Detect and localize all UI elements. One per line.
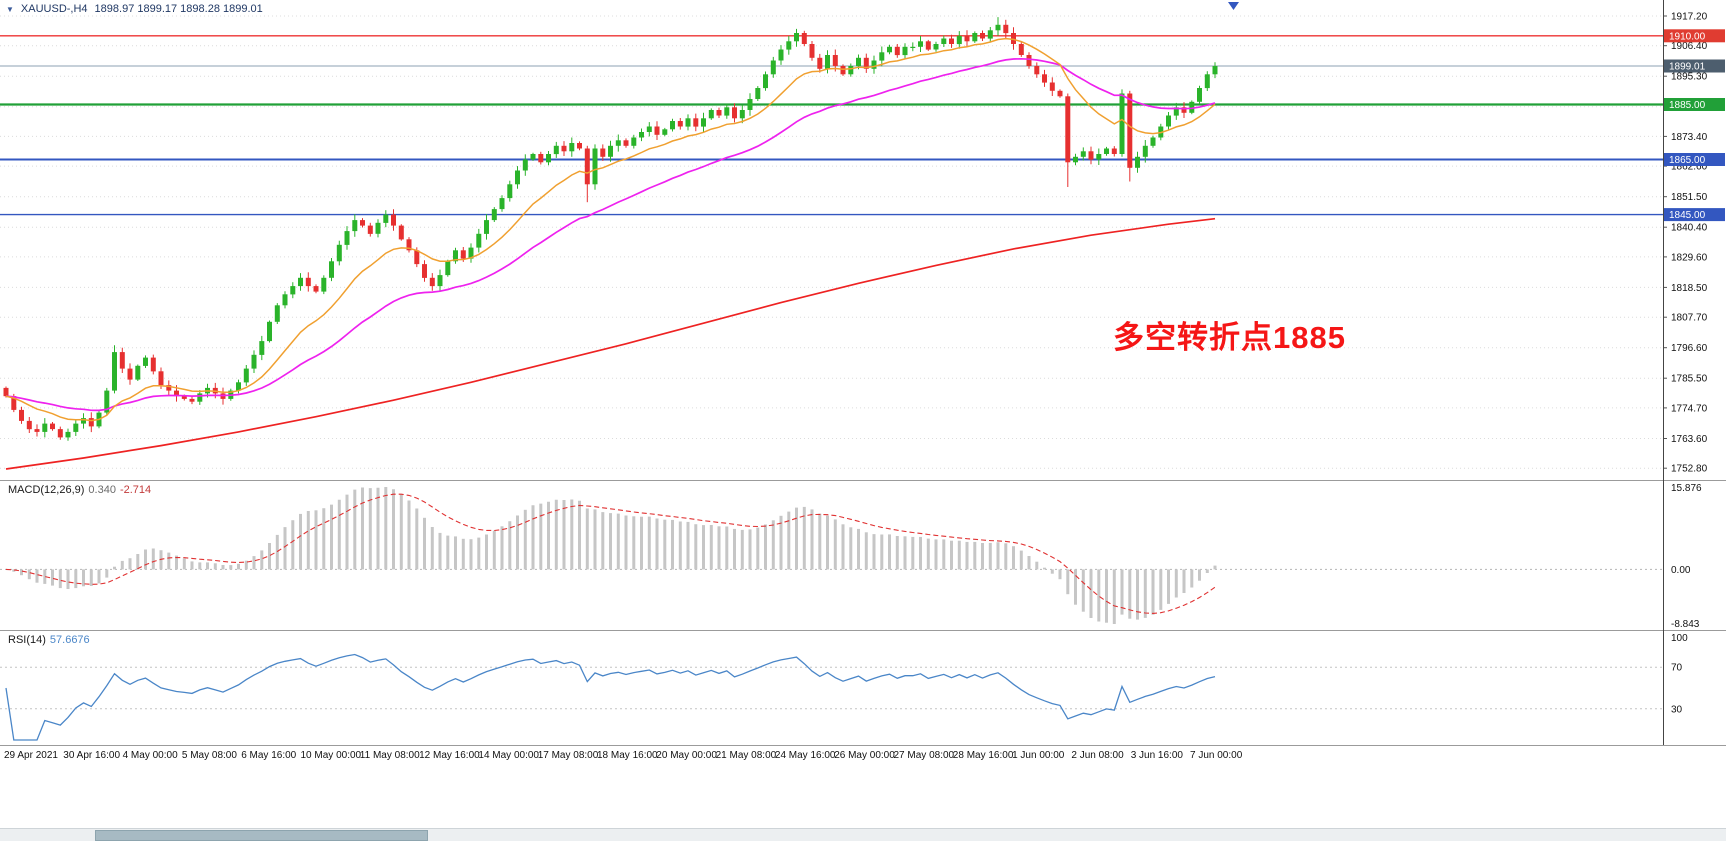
svg-text:5 May 08:00: 5 May 08:00 [182, 750, 237, 761]
svg-text:1865.00: 1865.00 [1669, 155, 1706, 166]
svg-text:1752.80: 1752.80 [1671, 464, 1708, 475]
svg-text:1917.20: 1917.20 [1671, 12, 1708, 23]
svg-text:1785.50: 1785.50 [1671, 374, 1708, 385]
svg-text:1910.00: 1910.00 [1669, 31, 1706, 42]
price-axis-labels: 1917.201906.401895.301884.201873.401862.… [1663, 12, 1708, 475]
macd-value-main: 0.340 [88, 484, 116, 496]
svg-text:24 May 16:00: 24 May 16:00 [775, 750, 836, 761]
panel-separators [0, 0, 1726, 746]
macd-signal-line [5, 493, 1216, 614]
price-badges: 1910.00 1899.01 1885.00 1865.00 1845.00 [1664, 29, 1725, 222]
rsi-level-lines [0, 666, 1663, 710]
horizontal-level-lines [0, 35, 1663, 216]
horizontal-scrollbar[interactable] [0, 828, 1726, 841]
svg-text:28 May 16:00: 28 May 16:00 [953, 750, 1014, 761]
price-badge-1885.00: 1885.00 [1664, 98, 1725, 111]
svg-text:30 Apr 16:00: 30 Apr 16:00 [63, 750, 120, 761]
svg-text:27 May 08:00: 27 May 08:00 [894, 750, 955, 761]
svg-text:17 May 08:00: 17 May 08:00 [538, 750, 599, 761]
svg-text:14 May 00:00: 14 May 00:00 [478, 750, 539, 761]
svg-text:21 May 08:00: 21 May 08:00 [716, 750, 777, 761]
svg-text:6 May 16:00: 6 May 16:00 [241, 750, 296, 761]
macd-histogram [12, 487, 1217, 624]
rsi-value: 57.6676 [49, 634, 90, 646]
svg-text:1774.70: 1774.70 [1671, 403, 1708, 414]
svg-text:1818.50: 1818.50 [1671, 283, 1708, 294]
svg-text:1851.50: 1851.50 [1671, 192, 1708, 203]
svg-text:12 May 16:00: 12 May 16:00 [419, 750, 480, 761]
svg-text:30: 30 [1671, 704, 1683, 715]
price-badge-1910.00: 1910.00 [1664, 29, 1725, 43]
ma-long-line [5, 217, 1216, 470]
svg-text:100: 100 [1671, 633, 1688, 644]
svg-text:20 May 00:00: 20 May 00:00 [656, 750, 717, 761]
svg-text:10 May 00:00: 10 May 00:00 [301, 750, 362, 761]
svg-text:15.876: 15.876 [1671, 483, 1702, 494]
price-badge-1899.01: 1899.01 [1664, 59, 1725, 73]
macd-name: MACD(12,26,9) [8, 484, 85, 496]
svg-text:3 Jun 16:00: 3 Jun 16:00 [1131, 750, 1184, 761]
svg-text:1899.01: 1899.01 [1669, 62, 1706, 73]
symbol-timeframe-label: XAUUSD-,H4 [20, 3, 88, 15]
svg-text:1845.00: 1845.00 [1669, 210, 1706, 221]
macd-indicator-label: MACD(12,26,9) 0.340 -2.714 [8, 484, 151, 496]
rsi-line [5, 653, 1216, 741]
chart-annotation-text[interactable]: 多空转折点1885 [1113, 320, 1346, 355]
ma-slow-line [5, 57, 1216, 412]
svg-text:1885.00: 1885.00 [1669, 100, 1706, 111]
rsi-indicator-label: RSI(14) 57.6676 [8, 634, 90, 646]
main-gridlines [0, 15, 1663, 469]
svg-text:1906.40: 1906.40 [1671, 41, 1708, 52]
chart-title-overlay: ▼ XAUUSD-,H4 1898.97 1899.17 1898.28 189… [6, 3, 263, 15]
svg-text:1840.40: 1840.40 [1671, 223, 1708, 234]
svg-text:1862.60: 1862.60 [1671, 162, 1708, 173]
svg-text:29 Apr 2021: 29 Apr 2021 [4, 750, 58, 761]
macd-axis-labels: 15.876 0.00 -8.843 [1671, 483, 1702, 630]
svg-text:1829.60: 1829.60 [1671, 252, 1708, 263]
svg-text:70: 70 [1671, 663, 1683, 674]
ohlc-readout: 1898.97 1899.17 1898.28 1899.01 [94, 3, 263, 15]
svg-text:0.00: 0.00 [1671, 565, 1691, 576]
svg-text:18 May 16:00: 18 May 16:00 [597, 750, 658, 761]
svg-text:11 May 08:00: 11 May 08:00 [360, 750, 420, 761]
price-badge-1865.00: 1865.00 [1664, 153, 1725, 166]
svg-text:1807.70: 1807.70 [1671, 313, 1708, 324]
symbol-dropdown-arrow-icon[interactable]: ▼ [6, 4, 14, 14]
svg-text:26 May 00:00: 26 May 00:00 [834, 750, 895, 761]
candles [3, 17, 1218, 441]
svg-text:1873.40: 1873.40 [1671, 132, 1708, 143]
svg-text:1763.60: 1763.60 [1671, 434, 1708, 445]
ma-fast-line [5, 37, 1216, 422]
svg-text:1796.60: 1796.60 [1671, 343, 1708, 354]
rsi-axis-labels: 100 70 30 [1671, 633, 1688, 715]
svg-text:-8.843: -8.843 [1671, 619, 1700, 630]
chart-shift-marker-icon[interactable] [1228, 2, 1239, 10]
rsi-name: RSI(14) [8, 634, 46, 646]
scrollbar-thumb[interactable] [95, 830, 428, 841]
time-axis-labels: 29 Apr 2021 30 Apr 16:00 4 May 00:00 5 May … [4, 750, 1243, 761]
svg-text:4 May 00:00: 4 May 00:00 [123, 750, 178, 761]
svg-text:7 Jun 00:00: 7 Jun 00:00 [1190, 750, 1243, 761]
svg-text:2 Jun 08:00: 2 Jun 08:00 [1071, 750, 1124, 761]
svg-text:1 Jun 00:00: 1 Jun 00:00 [1012, 750, 1065, 761]
svg-text:1895.30: 1895.30 [1671, 72, 1708, 83]
macd-value-signal: -2.714 [119, 484, 152, 496]
price-badge-1845.00: 1845.00 [1664, 208, 1725, 222]
